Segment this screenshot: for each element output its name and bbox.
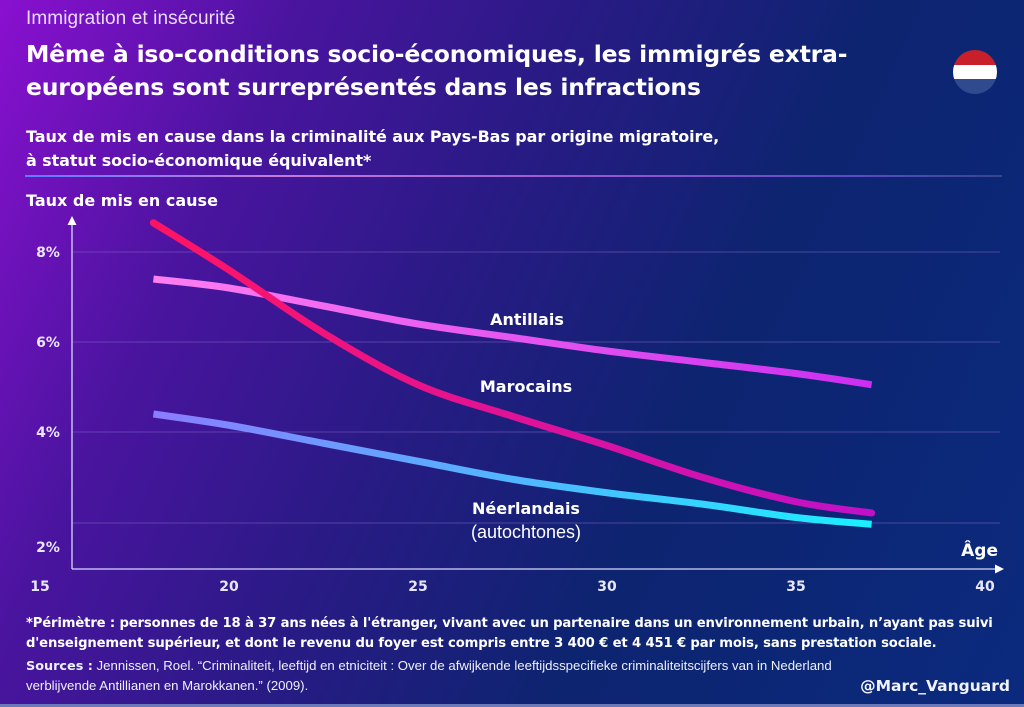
chart-subtitle: Taux de mis en cause dans la criminalité… — [26, 125, 719, 173]
axes — [67, 216, 1004, 574]
series-line-neerlandais — [152, 410, 872, 528]
x-tick-label: 30 — [597, 579, 617, 595]
y-tick-label: 8% — [36, 245, 60, 261]
bottom-border — [0, 704, 1024, 707]
sources: Sources : Jennissen, Roel. “Criminalitei… — [26, 656, 1016, 695]
footnote-line-1: *Périmètre : personnes de 18 à 37 ans né… — [26, 616, 993, 631]
x-axis-title: Âge — [961, 539, 998, 561]
x-tick-label: 35 — [786, 579, 805, 595]
x-axis-arrow-icon — [995, 564, 1004, 574]
netherlands-flag-icon — [953, 50, 997, 94]
flag-stripe-white — [953, 64, 997, 80]
flag-stripe-blue — [953, 79, 997, 94]
chart-headline: Même à iso-conditions socio-économiques,… — [26, 40, 848, 101]
series-line-marocains — [149, 219, 876, 517]
author-handle: @Marc_Vanguard — [860, 677, 1010, 695]
series-label-autochtones: (autochtones) — [471, 522, 581, 542]
x-tick-label: 25 — [408, 579, 427, 595]
series-label-neerlandais: Néerlandais — [472, 499, 580, 518]
series-label-antillais: Antillais — [490, 310, 564, 329]
sources-label: Sources : — [26, 659, 93, 674]
sources-line-2: verblijvende Antillianen en Marokkanen.”… — [26, 678, 309, 693]
y-tick-label: 6% — [36, 335, 60, 351]
x-tick-label: 15 — [30, 579, 49, 595]
y-axis-arrow-icon — [67, 216, 77, 225]
y-tick-label: 4% — [36, 425, 60, 441]
series-lines — [149, 219, 876, 528]
series-labels: Antillais Marocains Néerlandais (autocht… — [471, 310, 581, 542]
y-tick-label: 2% — [36, 540, 60, 556]
header-divider — [25, 175, 1002, 177]
x-tick-labels: 15 20 25 30 35 40 — [30, 579, 995, 595]
x-tick-label: 20 — [219, 579, 239, 595]
subtitle-line-1: Taux de mis en cause dans la criminalité… — [26, 127, 720, 146]
flag-stripe-red — [953, 50, 997, 65]
x-tick-label: 40 — [975, 579, 995, 595]
subtitle-line-2: à statut socio-économique équivalent* — [26, 151, 372, 170]
y-tick-labels: 8% 6% 4% 2% — [36, 245, 60, 556]
kicker-title: Immigration et insécurité — [26, 8, 236, 29]
footnote-line-2: d'enseignement supérieur, et dont le rev… — [26, 636, 937, 651]
sources-line-1: Jennissen, Roel. “Criminaliteit, leeftij… — [92, 658, 832, 673]
footnote: *Périmètre : personnes de 18 à 37 ans né… — [26, 614, 1016, 654]
y-axis-title: Taux de mis en cause — [26, 191, 218, 210]
series-label-marocains: Marocains — [480, 377, 572, 396]
